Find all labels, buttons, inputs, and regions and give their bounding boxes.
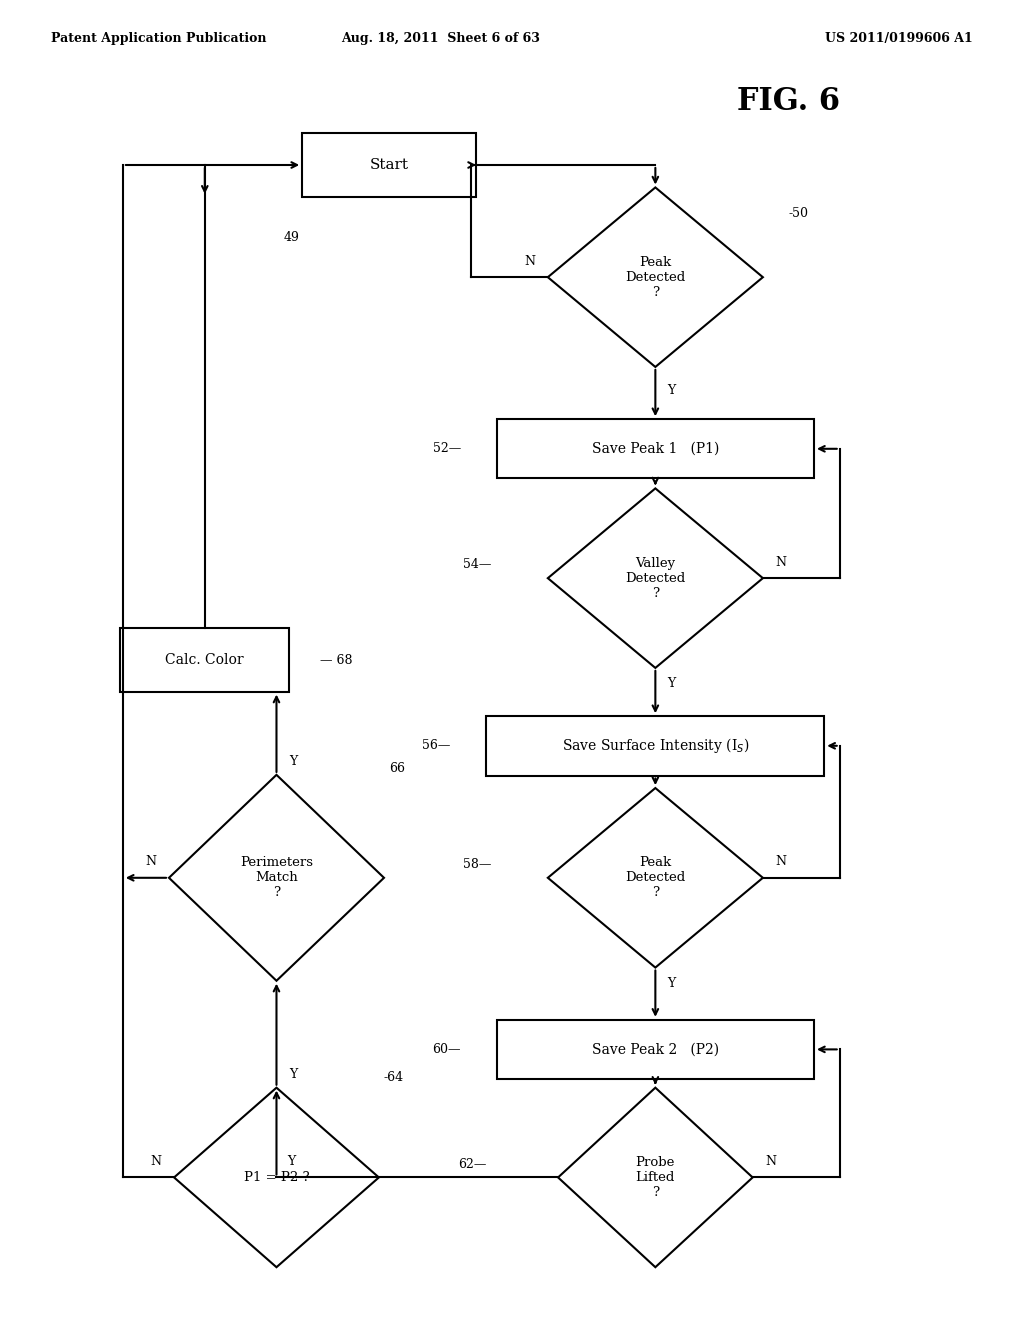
Text: Y: Y xyxy=(289,1068,297,1081)
Text: P1 = P2 ?: P1 = P2 ? xyxy=(244,1171,309,1184)
FancyBboxPatch shape xyxy=(497,418,814,478)
Text: Save Peak 1   (P1): Save Peak 1 (P1) xyxy=(592,442,719,455)
Text: 60—: 60— xyxy=(432,1043,461,1056)
FancyBboxPatch shape xyxy=(497,1020,814,1080)
Text: -64: -64 xyxy=(384,1071,404,1084)
Polygon shape xyxy=(174,1088,379,1267)
Text: N: N xyxy=(765,1155,776,1168)
Polygon shape xyxy=(558,1088,753,1267)
Text: N: N xyxy=(151,1155,162,1168)
Text: Save Surface Intensity (I$_S$): Save Surface Intensity (I$_S$) xyxy=(561,737,750,755)
Text: Valley
Detected
?: Valley Detected ? xyxy=(626,557,685,599)
Text: Probe
Lifted
?: Probe Lifted ? xyxy=(636,1156,675,1199)
Text: 54—: 54— xyxy=(463,558,492,572)
Text: Peak
Detected
?: Peak Detected ? xyxy=(626,857,685,899)
Text: Aug. 18, 2011  Sheet 6 of 63: Aug. 18, 2011 Sheet 6 of 63 xyxy=(341,32,540,45)
Text: 56—: 56— xyxy=(422,739,451,752)
Text: 52—: 52— xyxy=(432,442,461,455)
Polygon shape xyxy=(548,488,763,668)
Text: 66: 66 xyxy=(389,762,406,775)
Text: FIG. 6: FIG. 6 xyxy=(737,86,840,116)
Polygon shape xyxy=(548,788,763,968)
Text: -50: -50 xyxy=(788,207,809,220)
Text: US 2011/0199606 A1: US 2011/0199606 A1 xyxy=(825,32,973,45)
Text: Save Peak 2   (P2): Save Peak 2 (P2) xyxy=(592,1043,719,1056)
Text: Y: Y xyxy=(668,677,676,690)
Text: Start: Start xyxy=(370,158,409,172)
Text: Peak
Detected
?: Peak Detected ? xyxy=(626,256,685,298)
Polygon shape xyxy=(169,775,384,981)
Text: Patent Application Publication: Patent Application Publication xyxy=(51,32,266,45)
Text: N: N xyxy=(775,556,786,569)
Text: 49: 49 xyxy=(284,231,300,244)
Polygon shape xyxy=(548,187,763,367)
FancyBboxPatch shape xyxy=(486,715,824,776)
Text: Y: Y xyxy=(668,384,676,397)
Text: N: N xyxy=(775,855,786,869)
Text: — 68: — 68 xyxy=(319,653,352,667)
Text: N: N xyxy=(524,255,536,268)
Text: Y: Y xyxy=(287,1155,295,1168)
Text: 58—: 58— xyxy=(463,858,492,871)
FancyBboxPatch shape xyxy=(121,628,290,692)
Text: 62—: 62— xyxy=(458,1158,486,1171)
Text: Y: Y xyxy=(668,977,676,990)
Text: Y: Y xyxy=(289,755,297,768)
Text: N: N xyxy=(145,855,157,869)
Text: Perimeters
Match
?: Perimeters Match ? xyxy=(240,857,313,899)
Text: Calc. Color: Calc. Color xyxy=(166,653,244,667)
FancyBboxPatch shape xyxy=(302,133,476,197)
